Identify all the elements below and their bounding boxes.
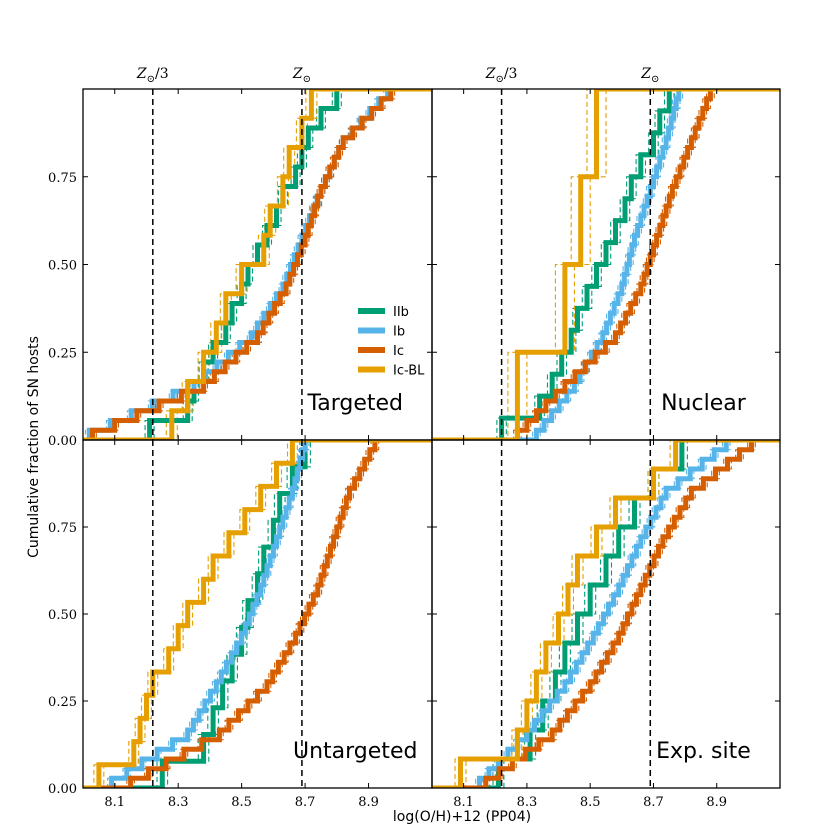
label-zsun-third: Z⊙/3	[136, 66, 169, 85]
legend-label-ic: Ic	[393, 344, 404, 359]
series-ic-line	[432, 89, 780, 440]
y-tick-label: 0.75	[48, 521, 77, 536]
series-ic-bl-line	[432, 89, 780, 440]
x-tick-label: 8.3	[168, 795, 189, 810]
panel-curves	[83, 440, 432, 788]
panel-title: Targeted	[306, 391, 403, 416]
panel-curves	[83, 89, 432, 440]
label-zsun-third: Z⊙/3	[485, 66, 518, 85]
reference-line-labels: Z⊙/3 Z⊙ Z⊙/3 Z⊙	[136, 66, 659, 85]
reference-lines	[500, 440, 652, 788]
series-iib-line	[432, 89, 780, 440]
y-tick-label: 0.00	[48, 782, 77, 797]
x-tick-label: 8.3	[517, 795, 538, 810]
legend-label-ib: Ib	[393, 325, 405, 340]
legend: IIb Ib Ic Ic-BL	[358, 305, 425, 379]
series-iib-upper-bound	[83, 89, 432, 440]
panel-nuclear: Nuclear	[431, 88, 781, 441]
y-tick-label: 0.25	[48, 346, 77, 361]
x-tick-label: 8.1	[104, 795, 125, 810]
reference-lines	[152, 89, 303, 440]
series-ib-line	[83, 440, 432, 788]
panel-title: Untargeted	[293, 739, 417, 764]
series-ic-bl-line	[83, 89, 432, 440]
series-ic-bl-upper-bound	[432, 89, 780, 440]
axis-ticks: 8.1 8.3 8.5 8.7 8.9	[432, 440, 780, 810]
panel-untargeted: 8.1 8.3 8.5 8.7 8.9 0.00 0.25 0.50 0.75 Untarget…	[48, 439, 433, 810]
series-ib-upper-bound	[432, 89, 780, 440]
series-ic-line	[83, 440, 432, 788]
series-ic-upper-bound	[432, 440, 780, 788]
series-ic-bl-line	[83, 440, 432, 788]
x-tick-label: 8.7	[643, 795, 664, 810]
reference-lines	[152, 440, 303, 788]
label-zsun: Z⊙	[292, 66, 311, 85]
series-ic-bl-lower-bound	[83, 440, 432, 788]
x-tick-label: 8.1	[453, 795, 474, 810]
legend-label-iib: IIb	[393, 305, 409, 320]
panel-exp-site: 8.1 8.3 8.5 8.7 8.9 Exp. site	[431, 439, 781, 810]
legend-label-ic-bl: Ic-BL	[393, 364, 425, 379]
series-iib-upper-bound	[432, 89, 780, 440]
series-ic-bl-upper-bound	[83, 440, 432, 788]
x-axis-label: log(O/H)+12 (PP04)	[393, 809, 531, 825]
panel-curves	[432, 89, 780, 440]
axis-ticks: 8.1 8.3 8.5 8.7 8.9 0.00 0.25 0.50 0.75	[48, 440, 432, 810]
x-tick-label: 8.5	[580, 795, 601, 810]
series-ic-bl-line	[432, 440, 780, 788]
series-ic-line	[432, 440, 780, 788]
label-zsun: Z⊙	[640, 66, 659, 85]
panel-title: Nuclear	[661, 391, 747, 416]
panel-curves	[432, 440, 780, 788]
y-tick-label: 0.50	[48, 259, 77, 274]
y-tick-label: 0.25	[48, 695, 77, 710]
reference-lines	[500, 89, 652, 440]
y-tick-label: 0.00	[48, 434, 77, 449]
panel-title: Exp. site	[656, 739, 751, 764]
x-tick-label: 8.9	[706, 795, 727, 810]
y-tick-label: 0.75	[48, 171, 77, 186]
x-tick-label: 8.9	[358, 795, 379, 810]
y-tick-label: 0.50	[48, 608, 77, 623]
x-tick-label: 8.7	[295, 795, 316, 810]
x-tick-label: 8.5	[231, 795, 252, 810]
y-axis-label: Cumulative fraction of SN hosts	[26, 336, 42, 558]
axis-ticks: 0.00 0.25 0.50 0.75	[48, 89, 432, 449]
